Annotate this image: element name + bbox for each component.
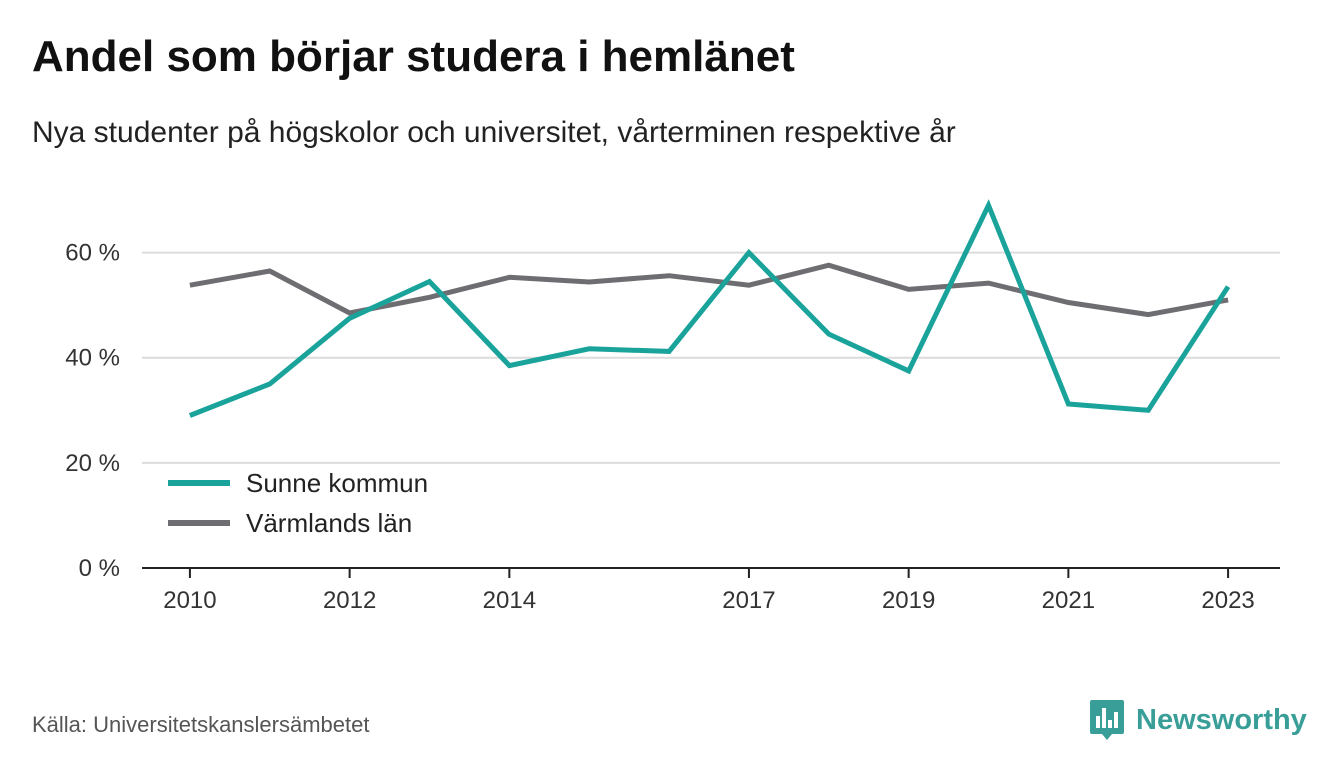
source-note: Källa: Universitetskanslersämbetet: [32, 712, 370, 737]
series-lines: [188, 199, 1231, 418]
brand-name: Newsworthy: [1136, 703, 1307, 736]
y-axis-tick-labels: 0 % 20 % 40 % 60 %: [65, 240, 120, 582]
y-tick-label: 20 %: [65, 450, 120, 477]
grid-lines: [142, 251, 1280, 464]
x-tick-label: 2010: [163, 587, 216, 614]
x-axis: 2010 2012 2014 2017 2019 2021 2023: [142, 567, 1280, 614]
chart-subtitle: Nya studenter på högskolor och universit…: [32, 116, 956, 149]
legend-label: Värmlands län: [246, 508, 412, 538]
series-line-sunne-kommun: [188, 199, 1231, 418]
series-line-varmlands-lan: [189, 262, 1229, 318]
x-tick-label: 2019: [882, 587, 935, 614]
y-tick-label: 0 %: [79, 555, 120, 582]
legend: Sunne kommun Värmlands län: [168, 468, 428, 538]
y-tick-label: 60 %: [65, 240, 120, 267]
x-tick-label: 2023: [1201, 587, 1254, 614]
y-tick-label: 40 %: [65, 345, 120, 372]
x-tick-label: 2021: [1042, 587, 1095, 614]
x-tick-label: 2014: [483, 587, 536, 614]
line-chart: 0 % 20 % 40 % 60 % 2010 2012 2014 2017 2019 2021…: [65, 199, 1280, 614]
bar-chart-badge-icon: [1090, 700, 1124, 740]
x-tick-label: 2017: [722, 587, 775, 614]
brand-logo: Newsworthy: [1088, 698, 1307, 742]
legend-label: Sunne kommun: [246, 468, 428, 498]
x-tick-label: 2012: [323, 587, 376, 614]
chart-title: Andel som börjar studera i hemlänet: [32, 32, 795, 81]
